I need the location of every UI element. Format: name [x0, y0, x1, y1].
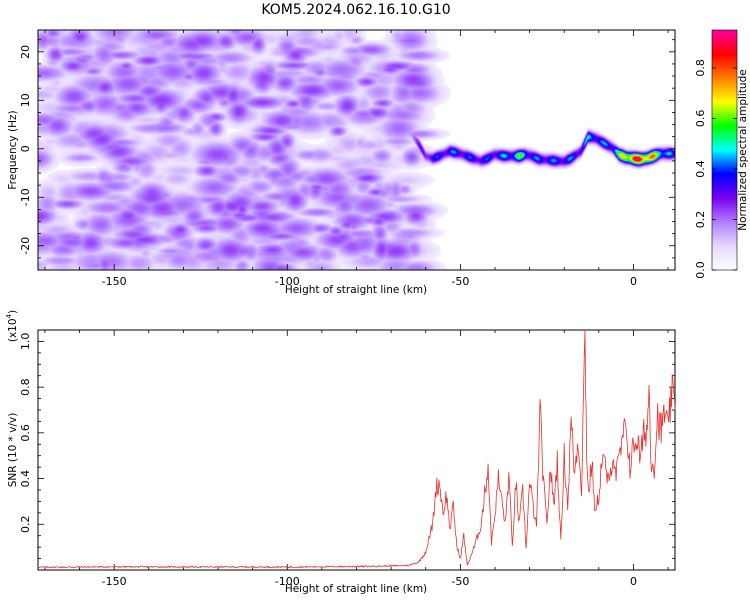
y-tick-label: 0.4 [19, 470, 32, 488]
figure-title: KOM5.2024.062.16.10.G10 [261, 2, 450, 18]
snr-y-multiplier-exp: 4 [5, 313, 13, 318]
spectrogram-y-axis: -20 -10 0 10 20 [19, 39, 675, 271]
colorbar-axis: 0.0 0.2 0.4 0.6 0.8 [694, 59, 737, 279]
y-tick-label: 10 [19, 93, 32, 107]
colorbar-tick-label: 0.8 [694, 59, 707, 77]
snr-series [37, 329, 676, 569]
x-tick-label: -50 [451, 575, 469, 588]
snr-y-axis: 0.2 0.4 0.6 0.8 1.0 [19, 329, 675, 571]
colorbar-frame [711, 29, 738, 271]
colorbar-tick-label: 0.6 [694, 110, 707, 128]
x-tick-label: -150 [102, 575, 127, 588]
spectrogram-image [38, 30, 675, 270]
snr-x-axis: -150 -100 -50 0 [44, 330, 669, 588]
spectrogram-y-label: Frequency (Hz) [7, 110, 19, 189]
x-tick-label: 0 [630, 575, 637, 588]
snr-y-multiplier: (x104) [5, 310, 19, 342]
snr-panel: -150 -100 -50 0 0.2 0.4 0.6 0.8 1.0 Height of s… [5, 310, 676, 595]
y-tick-label: 20 [19, 45, 32, 59]
x-tick-label: -100 [275, 275, 300, 288]
snr-y-label: SNR (10 * v/v) [7, 413, 19, 488]
colorbar-tick-label: 0.4 [694, 160, 707, 178]
snr-frame [37, 329, 676, 571]
y-tick-label: 0.6 [19, 424, 32, 442]
y-tick-label: 0 [19, 145, 32, 152]
colorbar-gradient [712, 30, 737, 270]
colorbar-label: Normalized spectral amplitude [737, 69, 749, 230]
colorbar-tick-label: 0.0 [694, 261, 707, 279]
x-tick-label: 0 [630, 275, 637, 288]
y-tick-label: 1.0 [19, 333, 32, 351]
y-tick-label: 0.2 [19, 516, 32, 534]
snr-line [37, 329, 676, 569]
spectrogram-x-label: Height of straight line (km) [285, 284, 427, 296]
x-tick-label: -150 [102, 275, 127, 288]
snr-x-label: Height of straight line (km) [285, 583, 427, 595]
colorbar: 0.0 0.2 0.4 0.6 0.8 Normalized spectral ampl… [694, 29, 749, 279]
y-tick-label: 0.8 [19, 378, 32, 396]
snr-y-multiplier-base: (x10 [7, 318, 19, 342]
colorbar-tick-label: 0.2 [694, 211, 707, 229]
snr-y-multiplier-close: ) [7, 310, 19, 314]
y-tick-label: -10 [19, 188, 32, 206]
y-tick-label: -20 [19, 237, 32, 255]
x-tick-label: -100 [275, 575, 300, 588]
spectrogram-x-axis: -150 -100 -50 0 [44, 30, 669, 288]
x-tick-label: -50 [451, 275, 469, 288]
